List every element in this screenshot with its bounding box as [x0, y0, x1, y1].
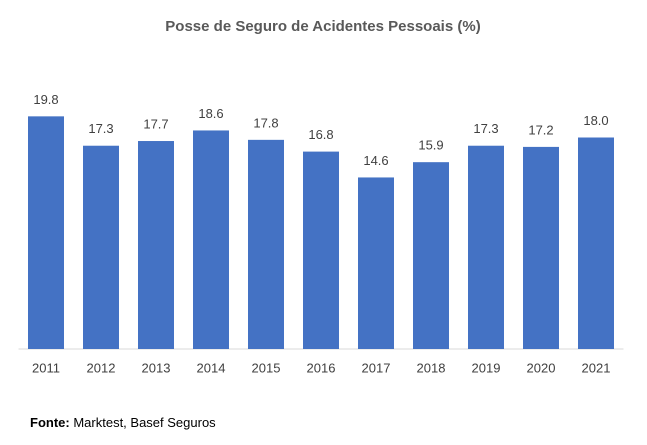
bar	[413, 162, 449, 349]
x-tick-label: 2011	[32, 360, 60, 375]
x-tick-label: 2017	[362, 360, 391, 375]
data-label: 14.6	[363, 153, 388, 168]
bar	[83, 145, 119, 349]
source-label: Fonte:	[30, 415, 70, 430]
bar	[523, 146, 559, 349]
bar	[468, 145, 504, 349]
x-tick-label: 2020	[527, 360, 556, 375]
x-tick-label: 2012	[87, 360, 116, 375]
source-text: Marktest, Basef Seguros	[73, 415, 216, 430]
data-label: 17.8	[253, 115, 278, 130]
data-label: 18.6	[198, 106, 223, 121]
data-label: 19.8	[33, 92, 58, 107]
x-tick-label: 2021	[582, 360, 611, 375]
x-tick-label: 2016	[307, 360, 336, 375]
bar	[358, 177, 394, 349]
x-tick-label: 2018	[417, 360, 446, 375]
data-label: 17.3	[473, 121, 498, 136]
bar	[28, 116, 64, 349]
bar	[193, 130, 229, 349]
bar	[248, 139, 284, 349]
data-label: 17.3	[88, 121, 113, 136]
x-tick-label: 2013	[142, 360, 171, 375]
bar	[303, 151, 339, 349]
x-tick-label: 2015	[252, 360, 281, 375]
x-tick-label: 2019	[472, 360, 501, 375]
data-label: 17.7	[143, 116, 168, 131]
source: Fonte: Marktest, Basef Seguros	[30, 415, 216, 430]
data-label: 17.2	[528, 122, 553, 137]
data-label: 15.9	[418, 138, 443, 153]
x-tick-label: 2014	[197, 360, 226, 375]
data-label: 18.0	[583, 113, 608, 128]
bar	[138, 141, 174, 349]
bar	[578, 137, 614, 349]
data-label: 16.8	[308, 127, 333, 142]
chart-title: Posse de Seguro de Acidentes Pessoais (%…	[165, 18, 480, 35]
